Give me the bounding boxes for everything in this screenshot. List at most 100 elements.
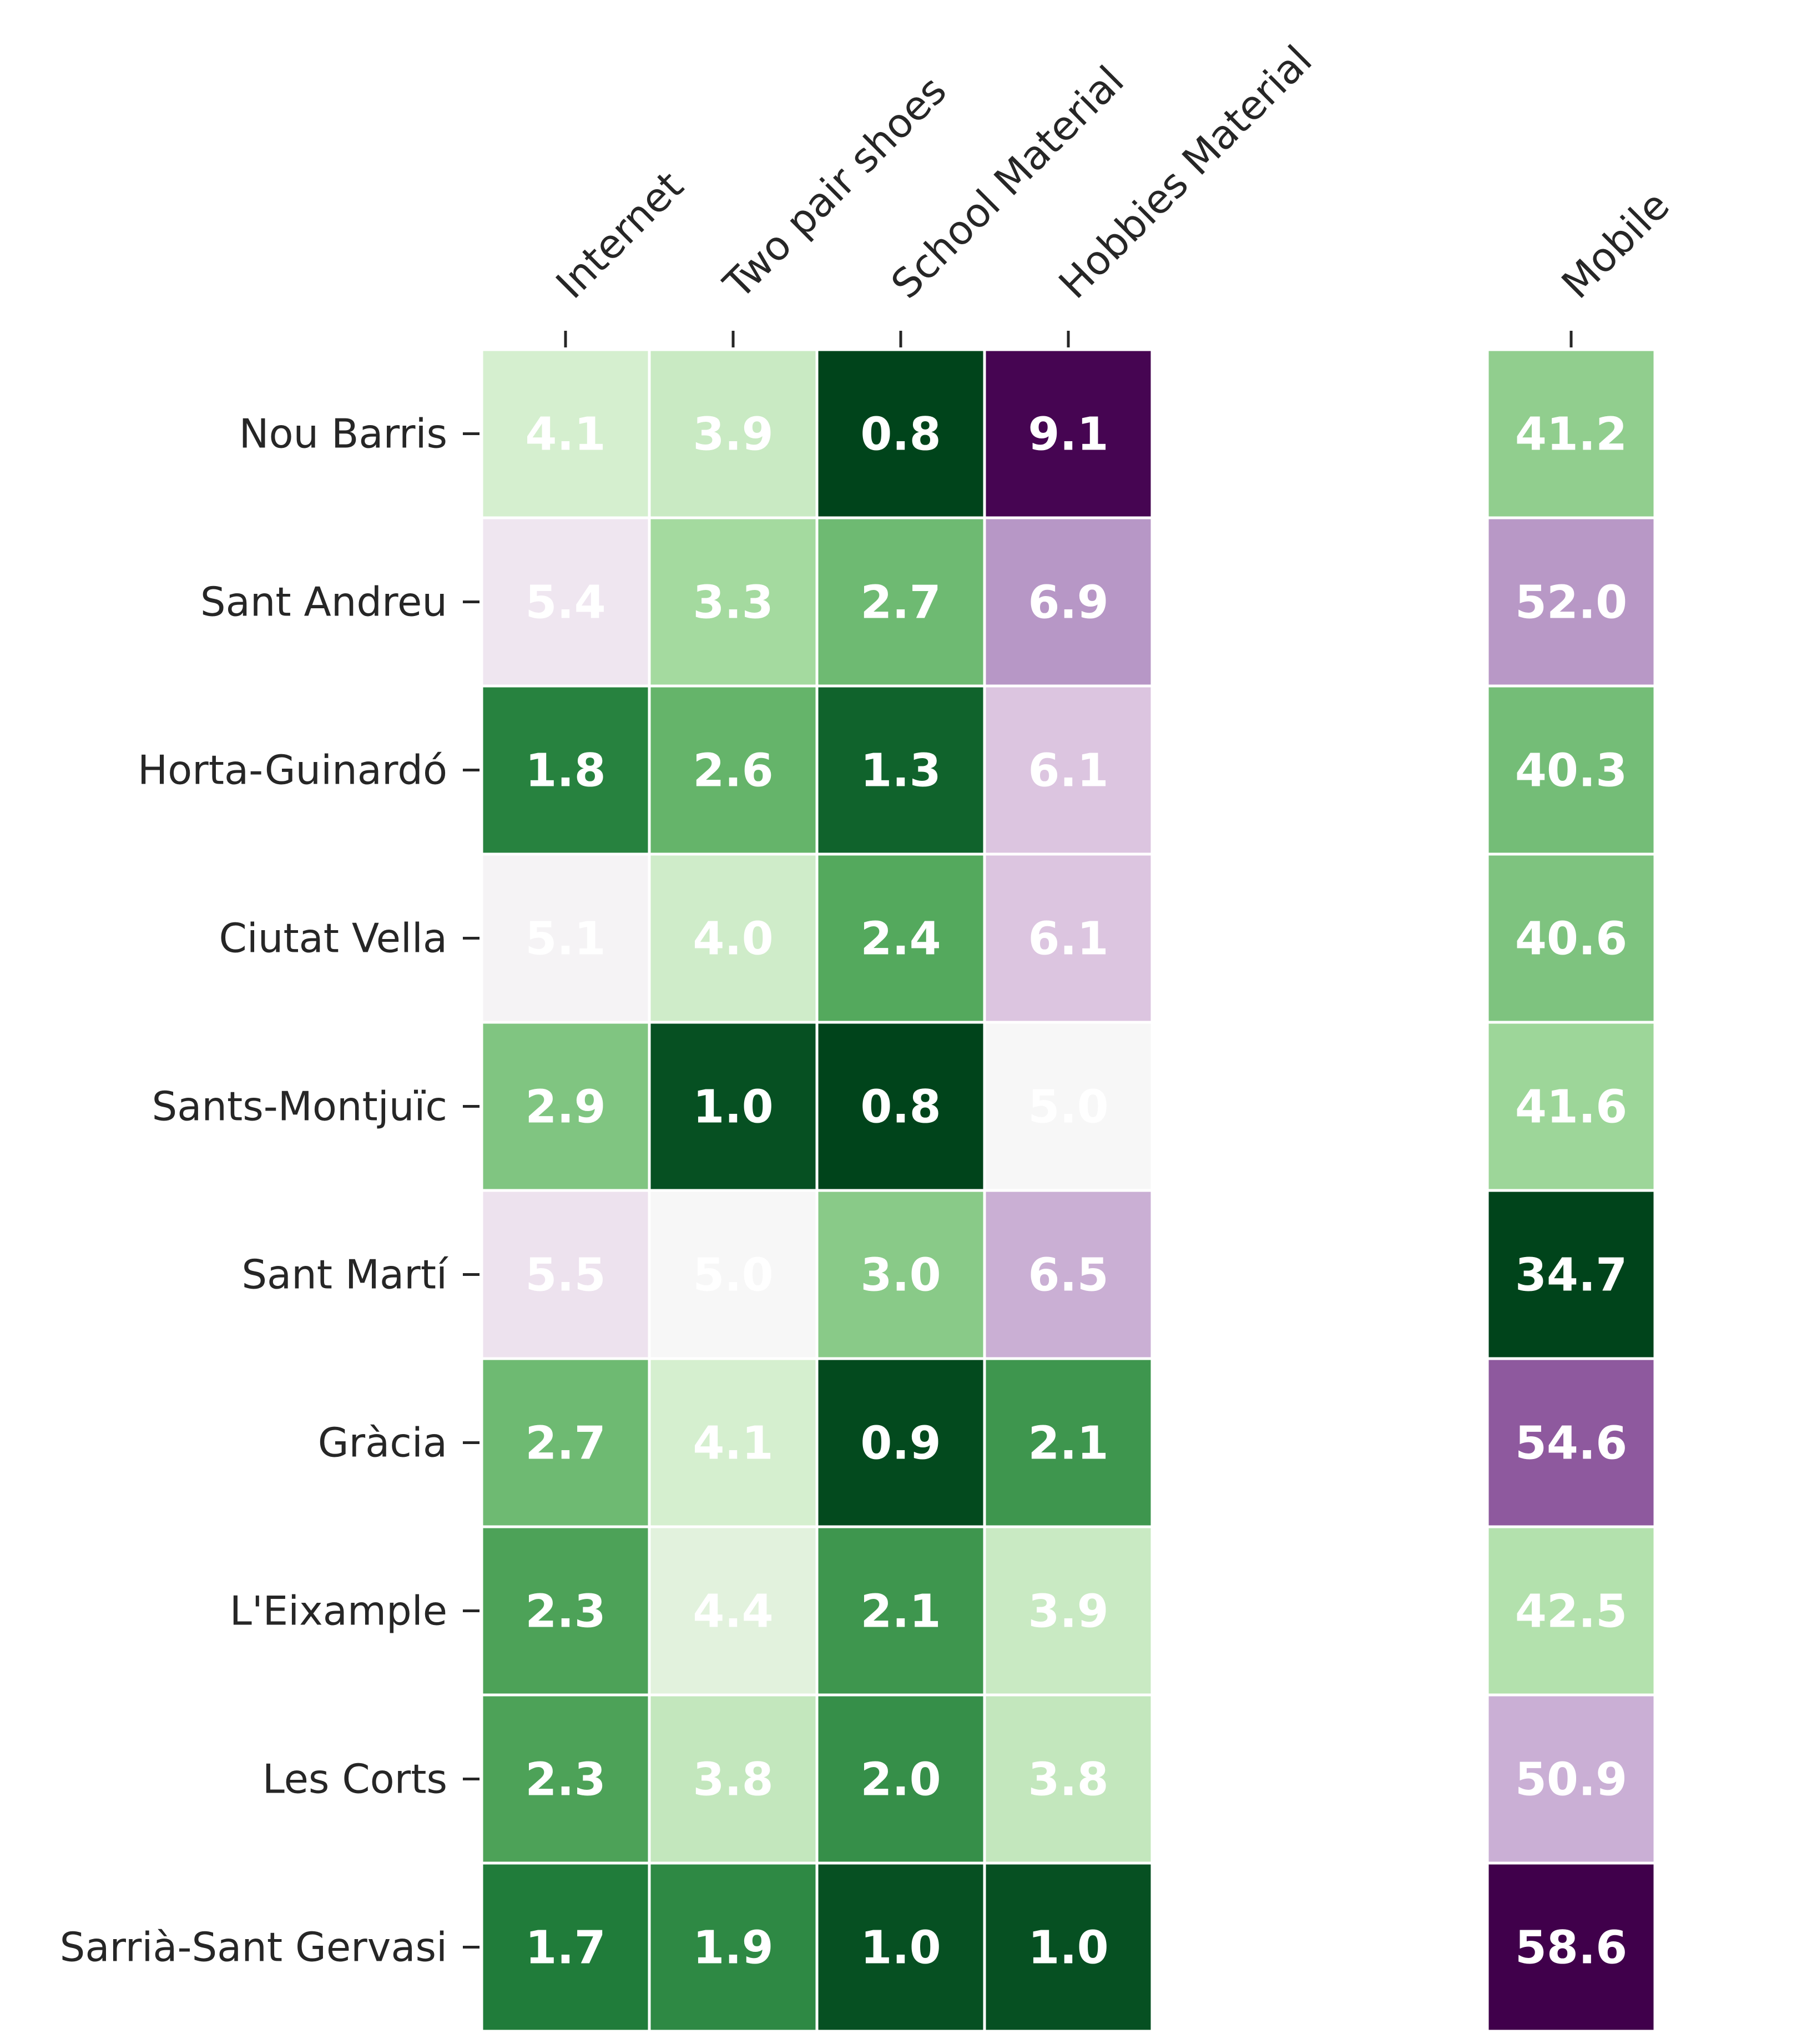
cell-value-label: 54.6 (1515, 1417, 1627, 1470)
row-label-horta-guinardo: Horta-Guinardó (138, 747, 447, 794)
heatmap-cell-main-sants-montjuic-hobbies-material (983, 1021, 1154, 1192)
cell-value-label: 1.0 (1028, 1922, 1108, 1975)
heatmap-cell-mobile-sants-montjuic-mobile (1486, 1021, 1657, 1192)
cell-value-label: 3.3 (693, 577, 773, 629)
heatmap-cell-mobile-horta-guinardo-mobile (1486, 684, 1657, 856)
cell-value-label: 41.6 (1515, 1081, 1627, 1134)
cell-value-label: 0.8 (860, 408, 941, 461)
cell-value-label: 50.9 (1515, 1754, 1627, 1806)
cell-value-label: 5.0 (1028, 1081, 1108, 1134)
column-label-internet: Internet (547, 162, 693, 307)
heatmap-cell-mobile-sarria-sant-gervasi-mobile (1486, 1861, 1657, 2033)
heatmap-cell-mobile-les-corts-mobile (1486, 1693, 1657, 1865)
cell-value-label: 1.0 (693, 1081, 773, 1134)
cell-value-label: 2.0 (860, 1754, 941, 1806)
cell-value-label: 4.1 (525, 408, 605, 461)
column-label-mobile: Mobile (1553, 182, 1678, 307)
cell-value-label: 3.9 (1028, 1586, 1108, 1638)
heatmap-cell-main-ciutat-vella-hobbies-material (983, 852, 1154, 1024)
cell-value-label: 34.7 (1515, 1249, 1627, 1302)
heatmap-cell-mobile-ciutat-vella-mobile (1486, 852, 1657, 1024)
heatmap-cell-main-sants-montjuic-two-pair-shoes (648, 1021, 819, 1192)
heatmap-cell-main-horta-guinardo-hobbies-material (983, 684, 1154, 856)
row-label-nou-barris: Nou Barris (239, 411, 447, 457)
heatmap-cell-main-les-corts-hobbies-material (983, 1693, 1154, 1865)
cell-value-label: 2.6 (693, 745, 773, 798)
heatmap-cell-main-sant-marti-hobbies-material (983, 1189, 1154, 1360)
cell-value-labels: 4.1 3.9 0.8 9.1 5.4 3.3 2.7 6.9 1.8 2.6 1.3 6.1 5.1 4… (525, 408, 1627, 1975)
cell-value-label: 2.3 (525, 1586, 605, 1638)
cell-value-label: 3.8 (1028, 1754, 1108, 1806)
cell-value-label: 5.0 (693, 1249, 773, 1302)
cell-value-label: 1.3 (860, 745, 941, 798)
cell-value-label: 6.5 (1028, 1249, 1108, 1302)
cell-value-label: 1.8 (525, 745, 605, 798)
cell-value-label: 3.8 (693, 1754, 773, 1806)
cell-value-label: 4.4 (693, 1586, 773, 1638)
row-label-gracia: Gràcia (318, 1420, 447, 1466)
cell-value-label: 2.7 (860, 577, 941, 629)
heatmap-cells (480, 348, 1657, 2033)
cell-value-label: 58.6 (1515, 1922, 1627, 1975)
heatmap-cell-main-nou-barris-internet (480, 348, 651, 519)
cell-value-label: 5.4 (525, 577, 605, 629)
heatmap-cell-mobile-sant-marti-mobile (1486, 1189, 1657, 1360)
cell-value-label: 41.2 (1515, 408, 1627, 461)
axis-ticks (463, 331, 1573, 1949)
cell-value-label: 0.9 (860, 1417, 941, 1470)
cell-value-label: 2.7 (525, 1417, 605, 1470)
heatmap-cell-mobile-l-eixample-mobile (1486, 1525, 1657, 1697)
heatmap-cell-main-nou-barris-hobbies-material (983, 348, 1154, 519)
heatmap-cell-main-gracia-school-material (815, 1357, 986, 1528)
cell-value-label: 52.0 (1515, 577, 1627, 629)
cell-value-label: 42.5 (1515, 1586, 1627, 1638)
heatmap-cell-main-l-eixample-school-material (815, 1525, 986, 1697)
cell-value-label: 1.7 (525, 1922, 605, 1975)
heatmap-cell-main-sants-montjuic-internet (480, 1021, 651, 1192)
heatmap-cell-main-gracia-hobbies-material (983, 1357, 1154, 1528)
cell-value-label: 40.3 (1515, 745, 1627, 798)
row-labels: Nou Barris Sant Andreu Horta-Guinardó Ciuta… (60, 411, 448, 1971)
heatmap-cell-main-sant-andreu-two-pair-shoes (648, 516, 819, 688)
row-label-les-corts: Les Corts (263, 1756, 447, 1803)
cell-value-label: 2.9 (525, 1081, 605, 1134)
heatmap-cell-main-sant-marti-school-material (815, 1189, 986, 1360)
cell-value-label: 4.0 (693, 913, 773, 966)
heatmap-cell-main-sant-andreu-hobbies-material (983, 516, 1154, 688)
row-label-ciutat-vella: Ciutat Vella (219, 915, 447, 962)
heatmap-cell-main-sarria-sant-gervasi-school-material (815, 1861, 986, 2033)
heatmap-cell-main-sant-marti-internet (480, 1189, 651, 1360)
cell-value-label: 5.1 (525, 913, 605, 966)
cell-value-label: 2.4 (860, 913, 941, 966)
heatmap-cell-mobile-sant-andreu-mobile (1486, 516, 1657, 688)
heatmap-cell-main-l-eixample-internet (480, 1525, 651, 1697)
row-label-sant-marti: Sant Martí (241, 1251, 448, 1298)
cell-value-label: 2.1 (1028, 1417, 1108, 1470)
row-label-sant-andreu: Sant Andreu (200, 579, 447, 625)
cell-value-label: 3.0 (860, 1249, 941, 1302)
heatmap-cell-main-sarria-sant-gervasi-internet (480, 1861, 651, 2033)
cell-value-label: 6.1 (1028, 745, 1108, 798)
cell-value-label: 6.9 (1028, 577, 1108, 629)
cell-value-label: 5.5 (525, 1249, 605, 1302)
heatmap-cell-main-sarria-sant-gervasi-hobbies-material (983, 1861, 1154, 2033)
heatmap-cell-main-sants-montjuic-school-material (815, 1021, 986, 1192)
cell-value-label: 2.1 (860, 1586, 941, 1638)
cell-value-label: 1.0 (860, 1922, 941, 1975)
cell-value-label: 3.9 (693, 408, 773, 461)
heatmap-cell-mobile-gracia-mobile (1486, 1357, 1657, 1528)
heatmap-cell-main-nou-barris-school-material (815, 348, 986, 519)
heatmap-cell-main-horta-guinardo-two-pair-shoes (648, 684, 819, 856)
heatmap-cell-main-sant-marti-two-pair-shoes (648, 1189, 819, 1360)
cell-value-label: 1.9 (693, 1922, 773, 1975)
cell-value-label: 4.1 (693, 1417, 773, 1470)
heatmap-cell-main-sarria-sant-gervasi-two-pair-shoes (648, 1861, 819, 2033)
heatmap-cell-main-ciutat-vella-two-pair-shoes (648, 852, 819, 1024)
row-label-sarria-sant-gervasi: Sarrià-Sant Gervasi (60, 1924, 447, 1971)
cell-value-label: 2.3 (525, 1754, 605, 1806)
row-label-sants-montjuic: Sants-Montjuïc (152, 1083, 447, 1130)
heatmap-cell-main-nou-barris-two-pair-shoes (648, 348, 819, 519)
cell-value-label: 0.8 (860, 1081, 941, 1134)
